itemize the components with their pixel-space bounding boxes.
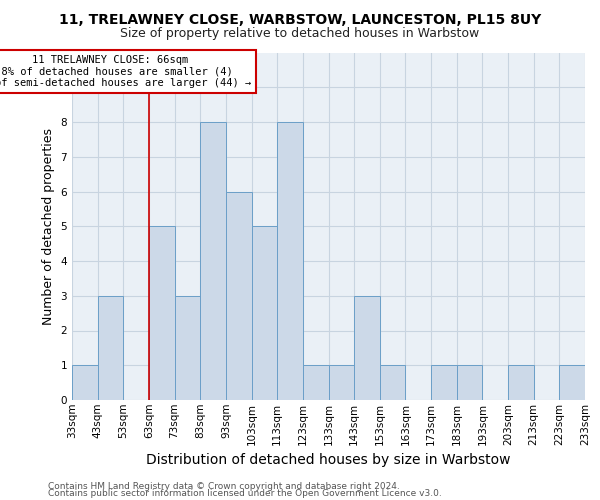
Text: Contains HM Land Registry data © Crown copyright and database right 2024.: Contains HM Land Registry data © Crown c… [48, 482, 400, 491]
Bar [508, 365, 534, 400]
Bar [380, 365, 406, 400]
Bar [149, 226, 175, 400]
Text: Size of property relative to detached houses in Warbstow: Size of property relative to detached ho… [121, 28, 479, 40]
Bar [303, 365, 329, 400]
Bar [72, 365, 98, 400]
Y-axis label: Number of detached properties: Number of detached properties [42, 128, 55, 325]
Bar [354, 296, 380, 400]
Bar [329, 365, 354, 400]
Text: Contains public sector information licensed under the Open Government Licence v3: Contains public sector information licen… [48, 489, 442, 498]
Bar [559, 365, 585, 400]
X-axis label: Distribution of detached houses by size in Warbstow: Distribution of detached houses by size … [146, 453, 511, 467]
Bar [277, 122, 303, 400]
Bar [251, 226, 277, 400]
Bar [98, 296, 124, 400]
Bar [200, 122, 226, 400]
Text: 11, TRELAWNEY CLOSE, WARBSTOW, LAUNCESTON, PL15 8UY: 11, TRELAWNEY CLOSE, WARBSTOW, LAUNCESTO… [59, 12, 541, 26]
Bar [226, 192, 251, 400]
Bar [431, 365, 457, 400]
Bar [457, 365, 482, 400]
Text: 11 TRELAWNEY CLOSE: 66sqm
← 8% of detached houses are smaller (4)
92% of semi-de: 11 TRELAWNEY CLOSE: 66sqm ← 8% of detach… [0, 55, 251, 88]
Bar [175, 296, 200, 400]
